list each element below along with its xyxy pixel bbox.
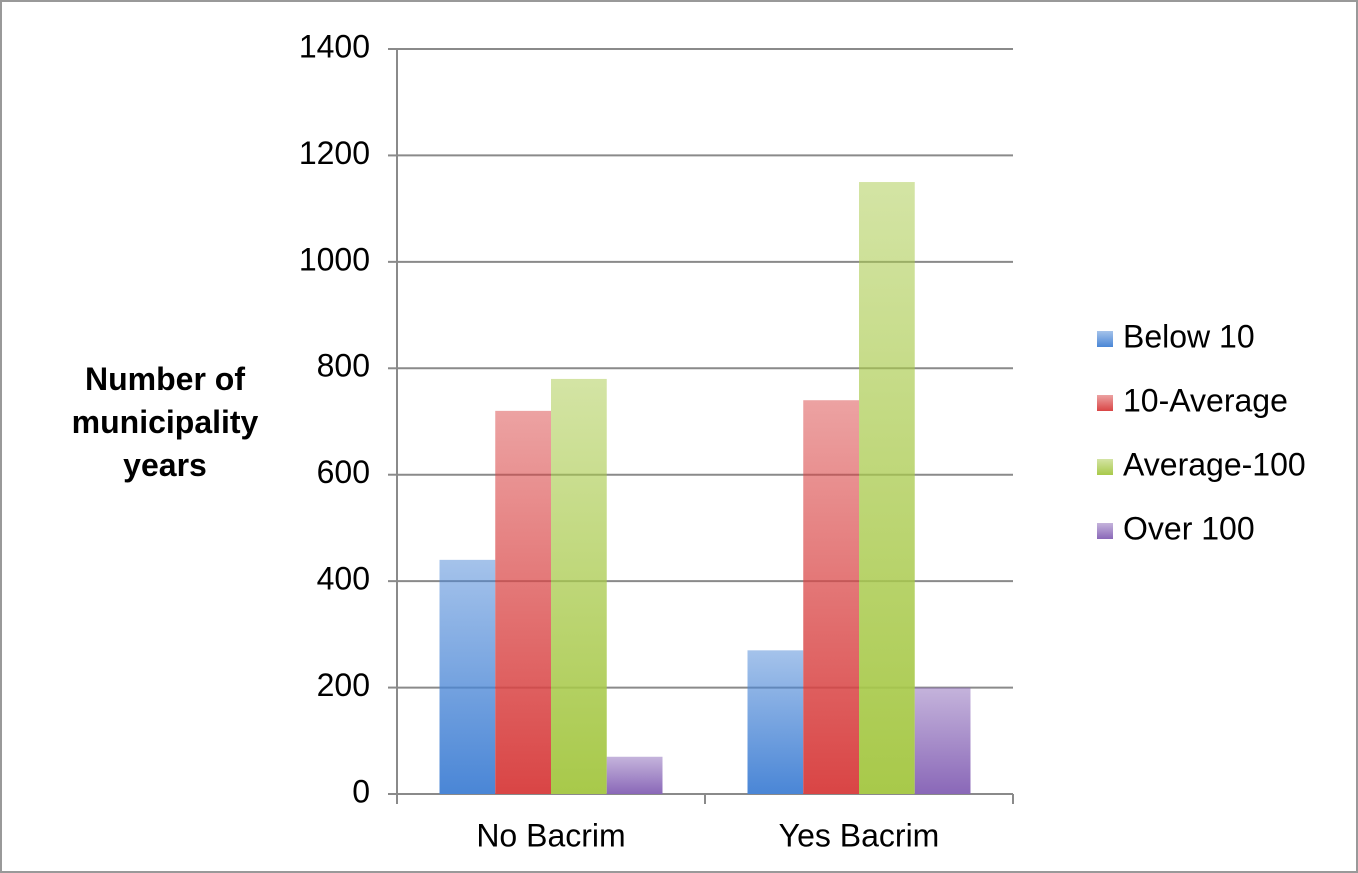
- y-tick-label: 1000: [299, 241, 370, 277]
- legend-label: Average-100: [1123, 446, 1306, 482]
- legend-swatch: [1097, 459, 1113, 475]
- x-tick-label: No Bacrim: [476, 817, 625, 853]
- legend-swatch: [1097, 395, 1113, 411]
- y-tick-label: 400: [317, 561, 370, 597]
- bar: [914, 687, 971, 794]
- x-tick-label: Yes Bacrim: [779, 817, 940, 853]
- bar: [803, 400, 859, 794]
- y-tick-label: 200: [317, 667, 370, 703]
- legend-label: Over 100: [1123, 510, 1255, 546]
- y-tick-label: 1200: [299, 135, 370, 171]
- bar: [747, 650, 804, 794]
- y-tick-label: 1400: [299, 28, 370, 64]
- y-axis-label: Number of municipality years: [71, 361, 259, 483]
- y-tick-label: 600: [317, 454, 370, 490]
- legend-swatch: [1097, 331, 1113, 347]
- legend-label: Below 10: [1123, 318, 1255, 354]
- legend-swatch: [1097, 523, 1113, 539]
- bar: [606, 756, 663, 794]
- legend-label: 10-Average: [1123, 382, 1288, 418]
- bar: [439, 559, 496, 794]
- y-tick-label: 0: [352, 773, 370, 809]
- bar: [495, 410, 551, 794]
- bar: [551, 378, 607, 794]
- bar: [859, 182, 915, 795]
- y-tick-label: 800: [317, 348, 370, 384]
